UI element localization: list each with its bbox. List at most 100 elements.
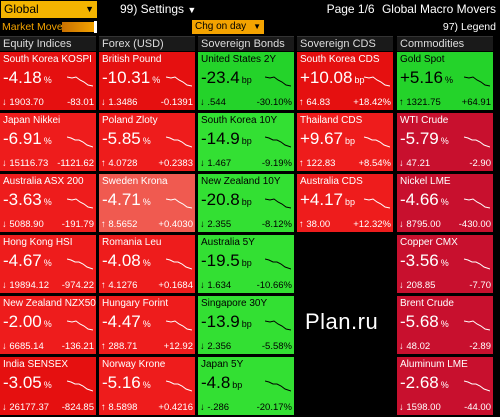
tile-change: -3.63% [3,190,52,212]
market-tile[interactable]: WTI Crude -5.79% ↓ 47.21 -2.90 [397,113,493,171]
market-tile[interactable]: Hungary Forint -4.47% ↑ 288.71 +12.92 [99,296,195,354]
tile-name: Copper CMX [400,237,458,248]
market-tile[interactable]: Gold Spot +5.16% ↑ 1321.75 +64.91 [397,52,493,110]
tile-name: Nickel LME [400,176,451,187]
market-tile[interactable]: Sweden Krona -4.71% ↑ 8.5652 +0.4030 [99,174,195,232]
sparkline-icon [265,320,291,331]
tile-change-value: -5.79 [400,129,439,148]
tile-name: Japan 5Y [201,359,244,370]
column-header[interactable]: Sovereign CDS [297,36,393,51]
market-tile[interactable]: Australia CDS +4.17 bp ↑ 38.00 +12.32% [297,174,393,232]
sparkline-icon [67,198,93,209]
tile-change-unit: bp [241,75,252,85]
tile-name: Gold Spot [400,54,445,65]
market-tile[interactable]: Copper CMX -3.56% ↓ 208.85 -7.70 [397,235,493,293]
market-tile[interactable]: Japan Nikkei -6.91% ↓ 15116.73 -1121.62 [0,113,96,171]
column-header[interactable]: Forex (USD) [99,36,195,51]
market-tile[interactable]: Aluminum LME -2.68% ↓ 1598.00 -44.00 [397,357,493,415]
column-header[interactable]: Equity Indices [0,36,96,51]
tile-change-unit: % [43,258,52,268]
tile-abs-change: -430.00 [458,219,491,230]
market-tile[interactable]: Romania Leu -4.08% ↑ 4.1276 +0.1684 [99,235,195,293]
tile-change-unit: bp [232,380,243,390]
tile-change: -4.47% [102,312,151,334]
market-tile[interactable]: New Zealand 10Y -20.8 bp ↓ 2.355 -8.12% [198,174,294,232]
region-dropdown-label: Global [4,2,39,16]
tile-level: ↓ 8795.00 [399,219,441,230]
tile-change-unit: bp [241,136,252,146]
tile-name: WTI Crude [400,115,449,126]
market-tile[interactable]: United States 2Y -23.4 bp ↓ .544 -30.10% [198,52,294,110]
market-tile[interactable]: New Zealand NZX50 -2.00% ↓ 6685.14 -136.21 [0,296,96,354]
market-tile[interactable]: Singapore 30Y -13.9 bp ↓ 2.356 -5.58% [198,296,294,354]
tile-change-value: -2.68 [400,373,439,392]
tile-level: ↓ 15116.73 [2,158,49,169]
sort-dropdown[interactable]: Chg on day ▼ [192,20,264,34]
market-tile[interactable]: Hong Kong HSI -4.67% ↓ 19894.12 -974.22 [0,235,96,293]
tile-change-value: -5.68 [400,312,439,331]
region-dropdown[interactable]: Global ▼ [1,1,97,18]
column-header[interactable]: Sovereign Bonds [198,36,294,51]
tile-change: -19.5 bp [201,251,252,273]
tile-change-unit: bp [241,197,252,207]
tile-change-unit: % [142,136,151,146]
market-tile[interactable]: India SENSEX -3.05% ↓ 26177.37 -824.85 [0,357,96,415]
tile-abs-change: -191.79 [61,219,94,230]
sparkline-icon [464,136,490,148]
tile-change-unit: % [43,319,52,329]
tile-change-unit: % [142,319,151,329]
tile-name: Australia CDS [300,176,363,187]
market-tile[interactable]: South Korea 10Y -14.9 bp ↓ 1.467 -9.19% [198,113,294,171]
tile-change-value: -6.91 [3,129,42,148]
top-toolbar: Global ▼ 99) Settings ▼ Page 1/6 Global … [0,0,500,19]
market-move-slider-track[interactable] [62,22,94,32]
sparkline-icon [265,380,291,392]
market-tile[interactable]: South Korea KOSPI -4.18% ↓ 1903.70 -83.01 [0,52,96,110]
market-tile[interactable]: Thailand CDS +9.67 bp ↑ 122.83 +8.54% [297,113,393,171]
column-equity-indices: Equity Indices South Korea KOSPI -4.18% ↓ 1… [0,36,96,417]
settings-label: 99) Settings [120,2,185,16]
watermark: Plan.ru [305,309,379,334]
settings-menu[interactable]: 99) Settings ▼ [120,1,196,19]
tile-change: -2.00% [3,312,52,334]
tile-change: -3.05% [3,373,52,395]
tile-change-unit: % [43,380,52,390]
tile-name: Norway Krone [102,359,166,370]
tile-change-value: -23.4 [201,68,240,87]
market-tile[interactable]: Poland Zloty -5.85% ↑ 4.0728 +0.2383 [99,113,195,171]
market-tile[interactable]: Nickel LME -4.66% ↓ 8795.00 -430.00 [397,174,493,232]
tile-level: ↓ 1.634 [200,280,232,291]
market-tile[interactable]: British Pound -10.31% ↓ 1.3486 -0.1391 [99,52,195,110]
tile-change-value: -3.56 [400,251,439,270]
sparkline-icon [166,198,192,209]
tile-name: Sweden Krona [102,176,168,187]
tile-change-value: +10.08 [300,68,353,87]
market-tile[interactable]: Brent Crude -5.68% ↓ 48.02 -2.89 [397,296,493,354]
market-tile[interactable]: Australia ASX 200 -3.63% ↓ 5088.90 -191.79 [0,174,96,232]
tile-change-value: +4.17 [300,190,344,209]
tile-change-unit: bp [241,258,252,268]
sparkline-icon [464,76,490,87]
chevron-down-icon: ▼ [85,4,94,14]
market-tile[interactable]: Japan 5Y -4.8 bp ↓ -.286 -20.17% [198,357,294,415]
tile-name: United States 2Y [201,54,277,65]
market-move-slider-handle[interactable] [94,21,97,33]
tile-abs-change: +8.54% [358,158,392,169]
tile-abs-change: +64.91 [461,97,491,108]
market-tile[interactable]: Australia 5Y -19.5 bp ↓ 1.634 -10.66% [198,235,294,293]
legend-button[interactable]: 97) Legend [442,21,496,33]
tile-change: +4.17 bp [300,190,355,212]
tile-change-value: -13.9 [201,312,240,331]
tile-change-value: -19.5 [201,251,240,270]
tile-level: ↓ 1903.70 [2,97,44,108]
tile-abs-change: -8.12% [261,219,292,230]
market-tile[interactable]: Norway Krone -5.16% ↑ 8.5898 +0.4216 [99,357,195,415]
tile-change: -4.18% [3,68,52,90]
market-tile[interactable]: South Korea CDS +10.08 bp ↑ 64.83 +18.42% [297,52,393,110]
tile-level: ↓ 1.3486 [101,97,138,108]
tile-change-unit: bp [345,136,356,146]
column-header[interactable]: Commodities [397,36,493,51]
tile-abs-change: -5.58% [261,341,292,352]
tile-abs-change: +0.4216 [158,402,193,413]
tile-change-value: -5.85 [102,129,141,148]
